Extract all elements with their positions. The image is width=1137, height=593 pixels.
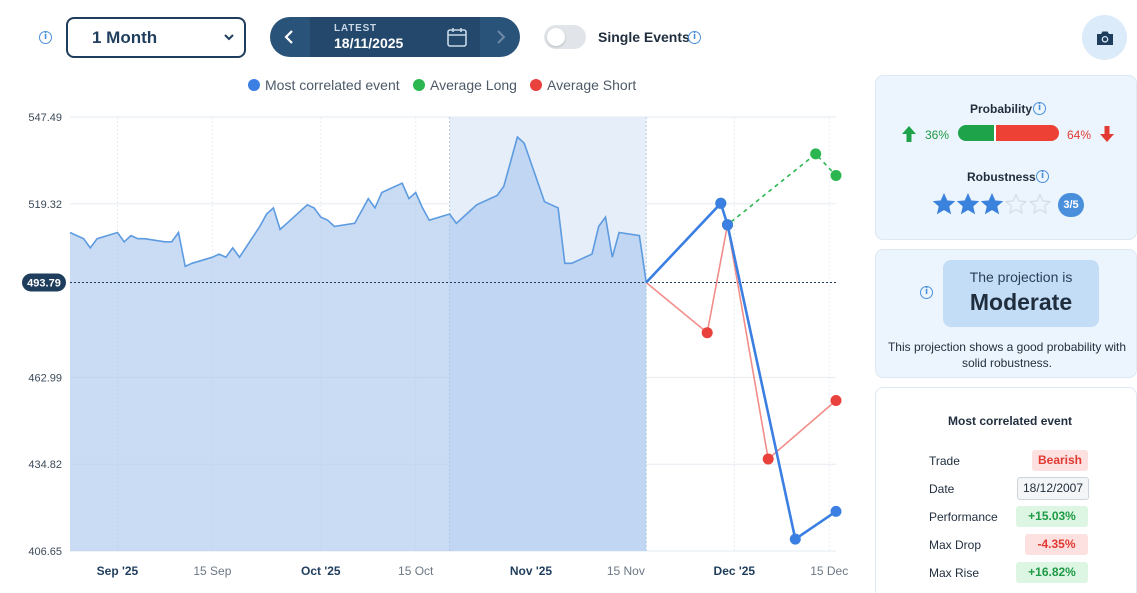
screenshot-button[interactable] bbox=[1082, 15, 1127, 60]
single-events-toggle[interactable] bbox=[544, 25, 586, 49]
single-events-info-icon[interactable]: i bbox=[688, 31, 701, 44]
legend-dot bbox=[530, 79, 542, 91]
x-tick-label: Nov '25 bbox=[510, 564, 553, 578]
date-label: LATEST bbox=[334, 23, 377, 34]
series-point bbox=[762, 453, 774, 465]
max-drop-value: -4.35% bbox=[1025, 534, 1088, 555]
robustness-info-icon[interactable]: i bbox=[1036, 170, 1049, 183]
legend-item-average-short[interactable]: Average Short bbox=[530, 77, 636, 93]
robustness-stars bbox=[932, 193, 1052, 215]
legend-item-average-long[interactable]: Average Long bbox=[413, 77, 517, 93]
robustness-title: Robustness bbox=[967, 170, 1036, 184]
arrow-up-icon bbox=[902, 126, 916, 142]
series-line bbox=[645, 200, 837, 542]
x-tick-label: Oct '25 bbox=[301, 564, 341, 578]
date-row-label: Date bbox=[929, 482, 955, 496]
legend-dot bbox=[248, 79, 260, 91]
star-filled-icon bbox=[932, 193, 956, 215]
projection-line1: The projection is bbox=[969, 269, 1073, 285]
period-info-icon[interactable]: i bbox=[39, 31, 52, 44]
arrow-down-icon bbox=[1100, 126, 1114, 142]
toggle-knob bbox=[547, 28, 565, 46]
correlated-event-panel: Most correlated event Trade Bearish Date… bbox=[875, 387, 1137, 593]
performance-label: Performance bbox=[929, 510, 998, 524]
y-tick-label: 406.65 bbox=[28, 546, 62, 558]
star-empty-icon bbox=[1028, 193, 1052, 215]
series-point bbox=[810, 148, 822, 160]
current-value-label: 493.79 bbox=[27, 277, 61, 289]
series-line bbox=[645, 224, 837, 461]
next-date-button[interactable] bbox=[480, 17, 520, 57]
x-tick-label: 15 Sep bbox=[193, 564, 231, 578]
performance-value: +15.03% bbox=[1016, 506, 1088, 527]
current-value-badge bbox=[22, 273, 66, 292]
probability-info-icon[interactable]: i bbox=[1033, 102, 1046, 115]
robustness-score-badge: 3/5 bbox=[1058, 193, 1084, 217]
correlated-event-title: Most correlated event bbox=[948, 414, 1073, 428]
calendar-icon[interactable] bbox=[446, 26, 468, 48]
max-drop-label: Max Drop bbox=[929, 538, 982, 552]
legend-dot bbox=[413, 79, 425, 91]
projection-description: This projection shows a good probability… bbox=[887, 340, 1127, 370]
trade-label: Trade bbox=[929, 454, 960, 468]
probability-up-value: 36% bbox=[925, 128, 950, 142]
x-tick-label: Dec '25 bbox=[714, 564, 756, 578]
date-row-value: 18/12/2007 bbox=[1017, 477, 1089, 500]
legend-label: Average Long bbox=[430, 77, 517, 93]
x-tick-label: 15 Oct bbox=[398, 564, 434, 578]
star-filled-icon bbox=[956, 193, 980, 215]
y-tick-label: 547.49 bbox=[28, 112, 62, 124]
series-point bbox=[701, 327, 713, 339]
projection-level: Moderate bbox=[969, 289, 1073, 315]
probability-panel: Probability i 36% 64% Robustness i 3/5 bbox=[875, 75, 1137, 240]
series-point bbox=[715, 197, 727, 209]
chevron-right-icon bbox=[497, 30, 506, 44]
star-filled-icon bbox=[980, 193, 1004, 215]
date-navigator: LATEST 18/11/2025 bbox=[270, 17, 520, 57]
series-point bbox=[830, 395, 842, 406]
max-rise-value: +16.82% bbox=[1016, 562, 1088, 583]
projection-panel: i The projection is Moderate This projec… bbox=[875, 249, 1137, 378]
previous-date-button[interactable] bbox=[270, 17, 310, 57]
series-line bbox=[645, 152, 837, 284]
probability-bar bbox=[958, 125, 1059, 141]
series-point bbox=[722, 219, 733, 231]
camera-icon bbox=[1096, 31, 1113, 45]
star-empty-icon bbox=[1004, 193, 1028, 215]
y-tick-label: 434.82 bbox=[28, 459, 62, 471]
y-tick-label: 519.32 bbox=[28, 199, 62, 211]
series-point bbox=[830, 170, 842, 181]
projection-level-box: The projection is Moderate bbox=[943, 260, 1099, 327]
date-display[interactable]: LATEST 18/11/2025 bbox=[310, 17, 480, 57]
x-tick-label: 15 Dec bbox=[810, 564, 848, 578]
series-point bbox=[789, 533, 801, 545]
chevron-down-icon bbox=[224, 34, 234, 41]
period-select[interactable]: 1 Month bbox=[66, 17, 246, 58]
legend-label: Average Short bbox=[547, 77, 637, 93]
probability-down-value: 64% bbox=[1067, 128, 1092, 142]
period-select-value: 1 Month bbox=[92, 27, 158, 47]
chevron-left-icon bbox=[284, 30, 293, 44]
projection-info-icon[interactable]: i bbox=[920, 286, 933, 299]
trade-value: Bearish bbox=[1032, 450, 1088, 471]
x-tick-label: 15 Nov bbox=[607, 564, 645, 578]
legend-label: Most correlated event bbox=[265, 77, 400, 93]
price-area bbox=[70, 137, 647, 551]
x-tick-label: Sep '25 bbox=[97, 564, 139, 578]
price-line bbox=[69, 135, 647, 283]
date-value: 18/11/2025 bbox=[334, 35, 404, 51]
probability-bar-down bbox=[994, 125, 1059, 141]
legend-item-correlated[interactable]: Most correlated event bbox=[248, 77, 400, 93]
single-events-label: Single Events bbox=[598, 29, 690, 45]
y-tick-label: 462.99 bbox=[28, 372, 62, 384]
max-rise-label: Max Rise bbox=[929, 566, 980, 580]
probability-title: Probability bbox=[970, 102, 1033, 116]
price-chart[interactable]: 547.49 519.32 462.99 434.82 406.65 Sep '25 15 … bbox=[0, 100, 870, 590]
series-point bbox=[830, 505, 842, 517]
probability-bar-up bbox=[958, 125, 995, 141]
